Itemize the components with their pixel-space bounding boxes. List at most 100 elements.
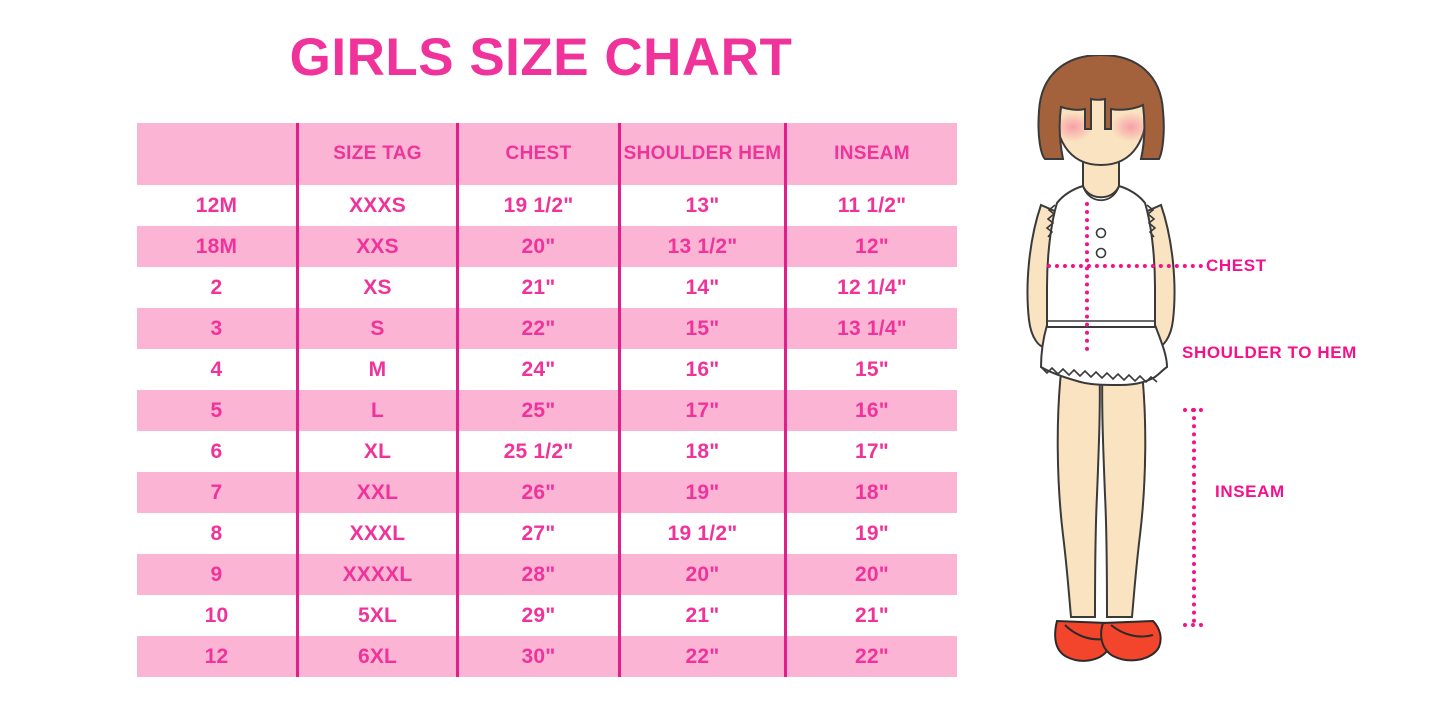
callout-label-shoulder-to-hem: SHOULDER TO HEM xyxy=(1182,343,1357,362)
cell-chest: 24" xyxy=(456,349,620,390)
cell-chest: 27" xyxy=(456,513,620,554)
cell-size-tag: 5XL xyxy=(296,595,458,636)
cell-shoulder-hem: 17" xyxy=(618,390,786,431)
cell-shoulder-hem: 21" xyxy=(618,595,786,636)
cell-size: 5 xyxy=(137,390,298,431)
hair-shape xyxy=(1037,55,1165,160)
table-row: 6 XL 25 1/2" 18" 17" xyxy=(137,431,957,472)
cell-size-tag: XL xyxy=(296,431,458,472)
cell-size-tag: XXXXL xyxy=(296,554,458,595)
cell-shoulder-hem: 20" xyxy=(618,554,786,595)
table-row: 4 M 24" 16" 15" xyxy=(137,349,957,390)
cell-size: 8 xyxy=(137,513,298,554)
cell-chest: 26" xyxy=(456,472,620,513)
header-cell-inseam: INSEAM xyxy=(784,123,957,185)
cell-size-tag: 6XL xyxy=(296,636,458,677)
leg-right-shape xyxy=(1101,354,1147,618)
cell-size-tag: XXXS xyxy=(296,185,458,226)
shoulder-to-hem-measure-line xyxy=(1085,202,1089,351)
cell-size-tag: M xyxy=(296,349,458,390)
cell-shoulder-hem: 14" xyxy=(618,267,786,308)
cell-size: 9 xyxy=(137,554,298,595)
cell-chest: 22" xyxy=(456,308,620,349)
table-row: 3 S 22" 15" 13 1/4" xyxy=(137,308,957,349)
cell-inseam: 13 1/4" xyxy=(784,308,957,349)
callout-label-chest: CHEST xyxy=(1206,256,1267,275)
cell-inseam: 22" xyxy=(784,636,957,677)
cell-size-tag: L xyxy=(296,390,458,431)
bloomers-ruffle-hem xyxy=(1040,366,1158,384)
cell-size-tag: S xyxy=(296,308,458,349)
button-lower-icon xyxy=(1095,247,1107,259)
table-row: 12 6XL 30" 22" 22" xyxy=(137,636,957,677)
table-row: 9 XXXXL 28" 20" 20" xyxy=(137,554,957,595)
button-upper-icon xyxy=(1095,227,1107,239)
size-chart-table: SIZE TAG CHEST SHOULDER HEM INSEAM 12M X… xyxy=(137,123,957,677)
cell-shoulder-hem: 16" xyxy=(618,349,786,390)
cell-chest: 28" xyxy=(456,554,620,595)
page-title: GIRLS SIZE CHART xyxy=(289,28,793,87)
callout-label-inseam: INSEAM xyxy=(1215,482,1285,501)
cell-size: 10 xyxy=(137,595,298,636)
cell-chest: 20" xyxy=(456,226,620,267)
cell-inseam: 17" xyxy=(784,431,957,472)
cell-inseam: 18" xyxy=(784,472,957,513)
blush-right xyxy=(1111,112,1151,142)
table-row: 10 5XL 29" 21" 21" xyxy=(137,595,957,636)
cell-shoulder-hem: 19" xyxy=(618,472,786,513)
cell-inseam: 20" xyxy=(784,554,957,595)
cell-size: 2 xyxy=(137,267,298,308)
cell-size-tag: XXXL xyxy=(296,513,458,554)
header-cell-size-tag: SIZE TAG xyxy=(296,123,458,185)
top-neckline xyxy=(1082,185,1120,202)
inseam-measure-line xyxy=(1192,408,1196,623)
cell-chest: 29" xyxy=(456,595,620,636)
girl-body-group xyxy=(1026,55,1176,662)
cell-shoulder-hem: 19 1/2" xyxy=(618,513,786,554)
cell-inseam: 15" xyxy=(784,349,957,390)
cell-shoulder-hem: 13 1/2" xyxy=(618,226,786,267)
table-body: SIZE TAG CHEST SHOULDER HEM INSEAM 12M X… xyxy=(137,123,957,677)
cell-chest: 25" xyxy=(456,390,620,431)
cell-shoulder-hem: 22" xyxy=(618,636,786,677)
cell-size: 7 xyxy=(137,472,298,513)
sleeve-ruffle-right xyxy=(1146,204,1157,238)
inseam-measure-cap-bottom xyxy=(1183,623,1203,627)
cell-shoulder-hem: 18" xyxy=(618,431,786,472)
cell-chest: 21" xyxy=(456,267,620,308)
shoe-right-shape xyxy=(1100,619,1162,662)
header-cell-chest: CHEST xyxy=(456,123,620,185)
header-cell-blank xyxy=(137,123,298,185)
cell-size: 3 xyxy=(137,308,298,349)
shoe-right-strap xyxy=(1110,624,1154,638)
cell-inseam: 21" xyxy=(784,595,957,636)
cell-chest: 25 1/2" xyxy=(456,431,620,472)
cell-size: 18M xyxy=(137,226,298,267)
cell-inseam: 16" xyxy=(784,390,957,431)
cell-shoulder-hem: 15" xyxy=(618,308,786,349)
table-row: 18M XXS 20" 13 1/2" 12" xyxy=(137,226,957,267)
cell-size: 12M xyxy=(137,185,298,226)
cell-chest: 19 1/2" xyxy=(456,185,620,226)
header-cell-shoulder-hem: SHOULDER HEM xyxy=(618,123,786,185)
cell-inseam: 12" xyxy=(784,226,957,267)
cell-inseam: 19" xyxy=(784,513,957,554)
table-row: 2 XS 21" 14" 12 1/4" xyxy=(137,267,957,308)
table-header-row: SIZE TAG CHEST SHOULDER HEM INSEAM xyxy=(137,123,957,185)
table-row: 8 XXXL 27" 19 1/2" 19" xyxy=(137,513,957,554)
leg-left-shape xyxy=(1056,354,1101,618)
cell-inseam: 11 1/2" xyxy=(784,185,957,226)
table-row: 5 L 25" 17" 16" xyxy=(137,390,957,431)
cell-size-tag: XXL xyxy=(296,472,458,513)
cell-size: 6 xyxy=(137,431,298,472)
girl-figure-illustration xyxy=(985,55,1215,695)
table-row: 7 XXL 26" 19" 18" xyxy=(137,472,957,513)
cell-size: 12 xyxy=(137,636,298,677)
cell-size-tag: XXS xyxy=(296,226,458,267)
cell-inseam: 12 1/4" xyxy=(784,267,957,308)
blush-left xyxy=(1053,112,1093,142)
sleeve-ruffle-left xyxy=(1045,204,1056,238)
table-row: 12M XXXS 19 1/2" 13" 11 1/2" xyxy=(137,185,957,226)
cell-chest: 30" xyxy=(456,636,620,677)
